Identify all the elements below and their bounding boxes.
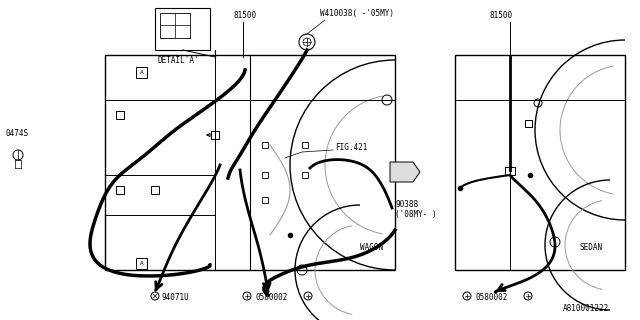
Text: 0580002: 0580002 bbox=[475, 293, 508, 302]
Bar bbox=[211, 131, 219, 139]
Text: WAGON: WAGON bbox=[360, 244, 383, 252]
Text: 0580002: 0580002 bbox=[255, 293, 287, 302]
Bar bbox=[505, 167, 515, 175]
Bar bbox=[116, 186, 124, 194]
Text: SEDAN: SEDAN bbox=[580, 244, 603, 252]
Bar bbox=[155, 8, 210, 50]
Polygon shape bbox=[390, 162, 420, 182]
Bar bbox=[302, 142, 308, 148]
Text: 81500: 81500 bbox=[490, 11, 513, 20]
Bar bbox=[136, 67, 147, 78]
Bar bbox=[116, 111, 124, 119]
Text: 0474S: 0474S bbox=[5, 129, 28, 138]
Bar bbox=[160, 13, 190, 38]
Text: W410038( -'05MY): W410038( -'05MY) bbox=[320, 9, 394, 18]
Bar bbox=[455, 55, 625, 270]
Bar bbox=[302, 172, 308, 178]
Text: FIG.421: FIG.421 bbox=[335, 143, 367, 153]
Bar bbox=[262, 197, 268, 203]
Text: 94071U: 94071U bbox=[161, 293, 189, 302]
Text: A810001222: A810001222 bbox=[563, 304, 609, 313]
Bar bbox=[262, 172, 268, 178]
Text: 81500: 81500 bbox=[233, 11, 256, 20]
Bar bbox=[262, 142, 268, 148]
Bar bbox=[525, 120, 532, 127]
Text: DETAIL'A': DETAIL'A' bbox=[158, 56, 200, 65]
Bar bbox=[151, 186, 159, 194]
Bar bbox=[136, 258, 147, 269]
Text: A: A bbox=[140, 261, 143, 266]
Bar bbox=[105, 55, 395, 270]
Text: 90388
('08MY- ): 90388 ('08MY- ) bbox=[395, 200, 436, 220]
Text: A: A bbox=[140, 70, 143, 75]
